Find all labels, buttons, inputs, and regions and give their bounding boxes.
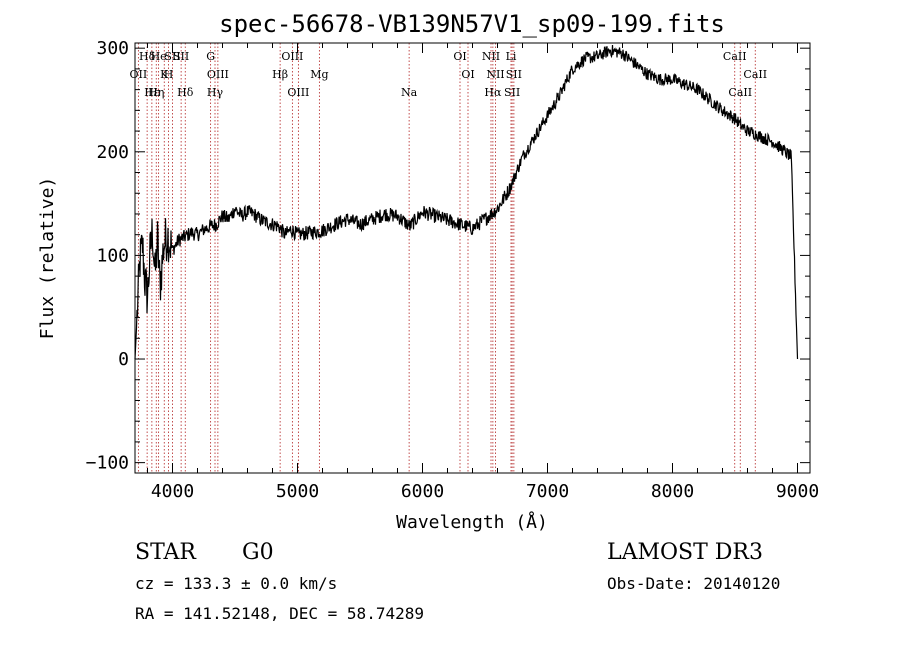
line-label: SII	[504, 86, 520, 99]
line-label: Na	[401, 86, 418, 99]
survey-name: LAMOST DR3	[607, 540, 763, 565]
y-tick-label: 200	[96, 142, 129, 163]
x-axis-label: Wavelength (Å)	[396, 511, 548, 533]
y-axis-label: Flux (relative)	[37, 177, 58, 340]
y-tick-label: 300	[96, 38, 129, 59]
line-label: He	[151, 50, 167, 63]
x-tick-label: 9000	[776, 481, 819, 502]
line-label: SII	[173, 50, 189, 63]
line-label: Hε	[144, 86, 160, 99]
line-label: OI	[461, 68, 474, 81]
line-label: SII	[164, 50, 180, 63]
y-tick-label: −100	[86, 453, 129, 474]
line-label: SII	[506, 68, 522, 81]
y-tick-label: 0	[118, 349, 129, 370]
line-label: CaII	[723, 50, 747, 63]
line-label: Hδ	[177, 86, 194, 99]
plot-frame	[134, 42, 811, 474]
line-label: Mg	[310, 68, 328, 81]
line-label: Hβ	[272, 68, 288, 81]
line-label: OII	[130, 68, 148, 81]
spectrum-series	[134, 44, 799, 360]
line-label: CaII	[743, 68, 767, 81]
object-subclass: G0	[242, 540, 274, 565]
line-label: G	[206, 50, 215, 63]
x-tick-label: 4000	[151, 481, 194, 502]
line-label: NII	[482, 50, 500, 63]
x-tick-label: 6000	[401, 481, 444, 502]
chart-title: spec-56678-VB139N57V1_sp09-199.fits	[219, 10, 725, 38]
line-label: NII	[486, 68, 504, 81]
object-class: STAR	[135, 540, 196, 565]
x-tick-label: 7000	[526, 481, 569, 502]
y-tick-label: 100	[96, 245, 129, 266]
line-label: Hγ	[207, 86, 224, 99]
line-label: K	[160, 68, 169, 81]
line-label: OIII	[281, 50, 303, 63]
line-label: OIII	[207, 68, 229, 81]
line-label: Hη	[148, 86, 164, 99]
line-label: OIII	[287, 86, 309, 99]
line-label: Hδ	[139, 50, 156, 63]
x-tick-label: 5000	[276, 481, 319, 502]
line-label: H	[164, 68, 174, 81]
redshift-velocity: cz = 133.3 ± 0.0 km/s	[135, 574, 338, 593]
line-label: Hα	[484, 86, 502, 99]
line-label: Li	[506, 50, 517, 63]
coordinates: RA = 141.52148, DEC = 58.74289	[135, 604, 424, 623]
observation-date: Obs-Date: 20140120	[607, 574, 781, 593]
line-label: CaII	[728, 86, 752, 99]
y-axis-ticks: −100 0 100 200 300	[86, 38, 810, 474]
spectral-line-markers	[137, 43, 756, 473]
x-axis-ticks: 4000 5000 6000 7000 8000 9000	[147, 43, 819, 502]
spectral-line-labels: HδOIIHεHeKHηSIIHHδSIIOIIIHγGHβOIIIOIIIMg…	[130, 50, 768, 99]
line-label: OI	[453, 50, 466, 63]
x-tick-label: 8000	[651, 481, 694, 502]
